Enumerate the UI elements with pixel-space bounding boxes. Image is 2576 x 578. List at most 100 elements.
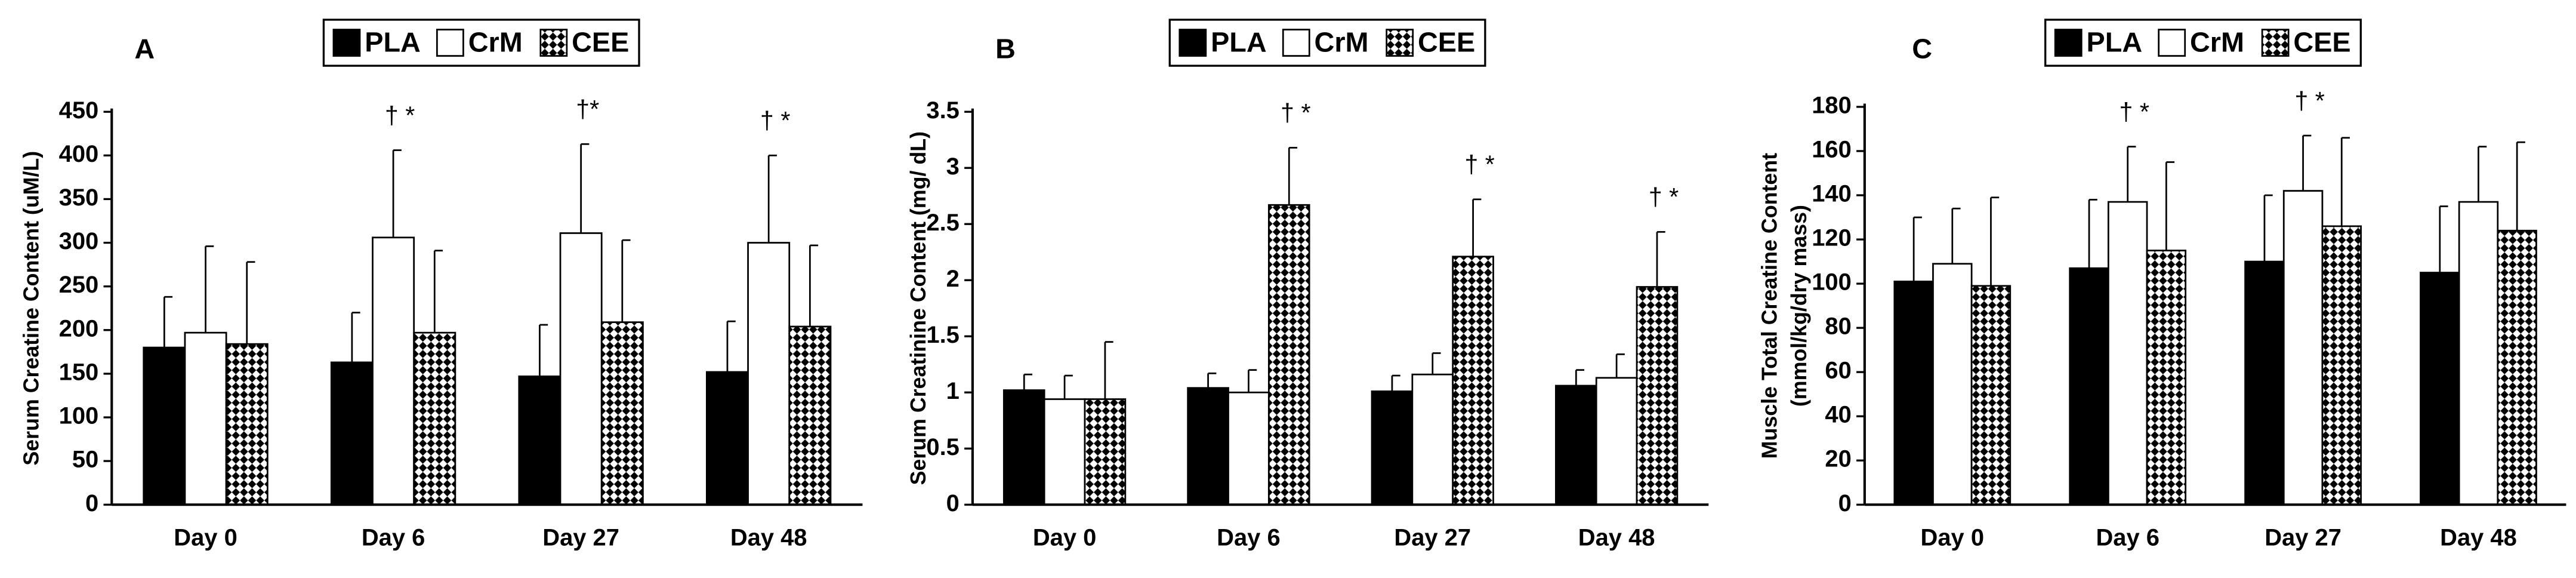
x-tick-label: Day 27: [2265, 525, 2341, 551]
y-axis-label: Serum Creatinine Content (mg/ dL): [906, 131, 930, 485]
y-axis-label: Muscle Total Creatine Content: [1757, 153, 1781, 459]
legend-box: [322, 19, 640, 67]
bar: [143, 346, 186, 506]
bar: [330, 361, 374, 506]
bar: [1636, 286, 1679, 506]
bar: [559, 232, 603, 506]
y-tick-label: 140: [1812, 181, 1852, 207]
y-axis-label: Serum Creatine Content (uM/L): [20, 151, 44, 466]
bar: [1595, 377, 1638, 506]
bar: [1411, 373, 1454, 506]
bar: [2420, 272, 2460, 506]
annotation: † *: [1464, 151, 1495, 179]
bar: [2244, 260, 2285, 506]
y-tick-label: 1: [946, 378, 960, 404]
y-axis-label: (mmol/kg/dry mass): [1787, 205, 1811, 407]
panel-label: A: [134, 33, 155, 64]
y-tick-label: 1.5: [926, 322, 959, 348]
bar: [1970, 285, 2012, 506]
y-tick-label: 20: [1825, 446, 1851, 472]
bar: [413, 331, 456, 506]
bar: [2282, 190, 2324, 506]
y-tick-label: 0: [85, 490, 98, 516]
legend-label: CEE: [572, 27, 629, 58]
y-tick-label: 80: [1825, 313, 1851, 340]
y-tick-label: 100: [59, 403, 99, 429]
y-tick-label: 350: [59, 185, 99, 211]
x-tick-label: Day 27: [542, 525, 619, 551]
legend-swatch: [2158, 29, 2186, 57]
x-tick-label: Day 6: [2096, 525, 2159, 551]
bar: [2146, 250, 2187, 506]
y-tick-label: 150: [59, 359, 99, 385]
bar: [788, 325, 832, 506]
annotation: † *: [1281, 99, 1311, 127]
bar: [600, 321, 644, 506]
y-tick-label: 40: [1825, 402, 1851, 428]
legend-label: PLA: [1211, 27, 1267, 58]
panel-label: B: [995, 33, 1016, 64]
bar: [1932, 263, 1973, 506]
annotation: † *: [2119, 98, 2149, 125]
x-tick-label: Day 6: [362, 525, 425, 551]
bar: [184, 331, 227, 506]
legend-label: CEE: [1418, 27, 1475, 58]
bar: [2321, 225, 2362, 506]
bar: [1002, 389, 1045, 506]
bar: [2497, 229, 2537, 506]
annotation: †*: [576, 96, 599, 123]
bar: [225, 343, 269, 506]
y-tick-label: 0.5: [926, 434, 959, 460]
bar: [518, 375, 562, 506]
y-tick-label: 3: [946, 153, 960, 180]
legend-box: [2044, 19, 2362, 67]
legend-swatch: [332, 29, 361, 57]
annotation: † *: [760, 107, 791, 134]
x-tick-label: Day 48: [730, 525, 807, 551]
legend-box: [1168, 19, 1486, 67]
panel-label: C: [1912, 33, 1932, 64]
y-tick-label: 200: [59, 315, 99, 342]
bar: [372, 236, 415, 506]
y-tick-label: 100: [1812, 269, 1852, 296]
y-tick-label: 160: [1812, 137, 1852, 163]
legend-label: PLA: [2087, 27, 2143, 58]
bar: [1043, 398, 1086, 506]
bar: [705, 371, 749, 506]
bar: [1554, 385, 1597, 506]
bar: [1187, 387, 1229, 506]
legend-swatch: [436, 29, 464, 57]
bar: [747, 242, 791, 506]
x-tick-label: Day 48: [1578, 525, 1655, 551]
bar: [1084, 398, 1127, 506]
y-tick-label: 2: [946, 266, 960, 292]
y-tick-label: 250: [59, 272, 99, 298]
bar: [1893, 280, 1934, 506]
legend-swatch: [1179, 29, 1207, 57]
legend-swatch: [1282, 29, 1310, 57]
y-tick-label: 300: [59, 228, 99, 254]
bar: [2069, 267, 2109, 506]
bar: [2107, 201, 2148, 506]
x-tick-label: Day 0: [174, 525, 237, 551]
annotation: † *: [2294, 87, 2325, 115]
legend-swatch: [2054, 29, 2083, 57]
legend-label: CEE: [2293, 27, 2350, 58]
x-tick-label: Day 0: [1921, 525, 1985, 551]
y-tick-label: 3.5: [926, 97, 959, 124]
y-tick-label: 450: [59, 97, 99, 124]
y-tick-label: 180: [1812, 93, 1852, 119]
y-tick-label: 0: [946, 490, 960, 516]
y-tick-label: 60: [1825, 358, 1851, 384]
legend-label: PLA: [365, 27, 421, 58]
legend-swatch: [2261, 29, 2290, 57]
bar: [2458, 201, 2499, 506]
x-tick-label: Day 48: [2440, 525, 2517, 551]
legend-swatch: [1386, 29, 1414, 57]
bar: [1452, 256, 1494, 506]
y-tick-label: 50: [72, 447, 98, 473]
bar: [1267, 204, 1310, 506]
bar: [1227, 391, 1270, 506]
